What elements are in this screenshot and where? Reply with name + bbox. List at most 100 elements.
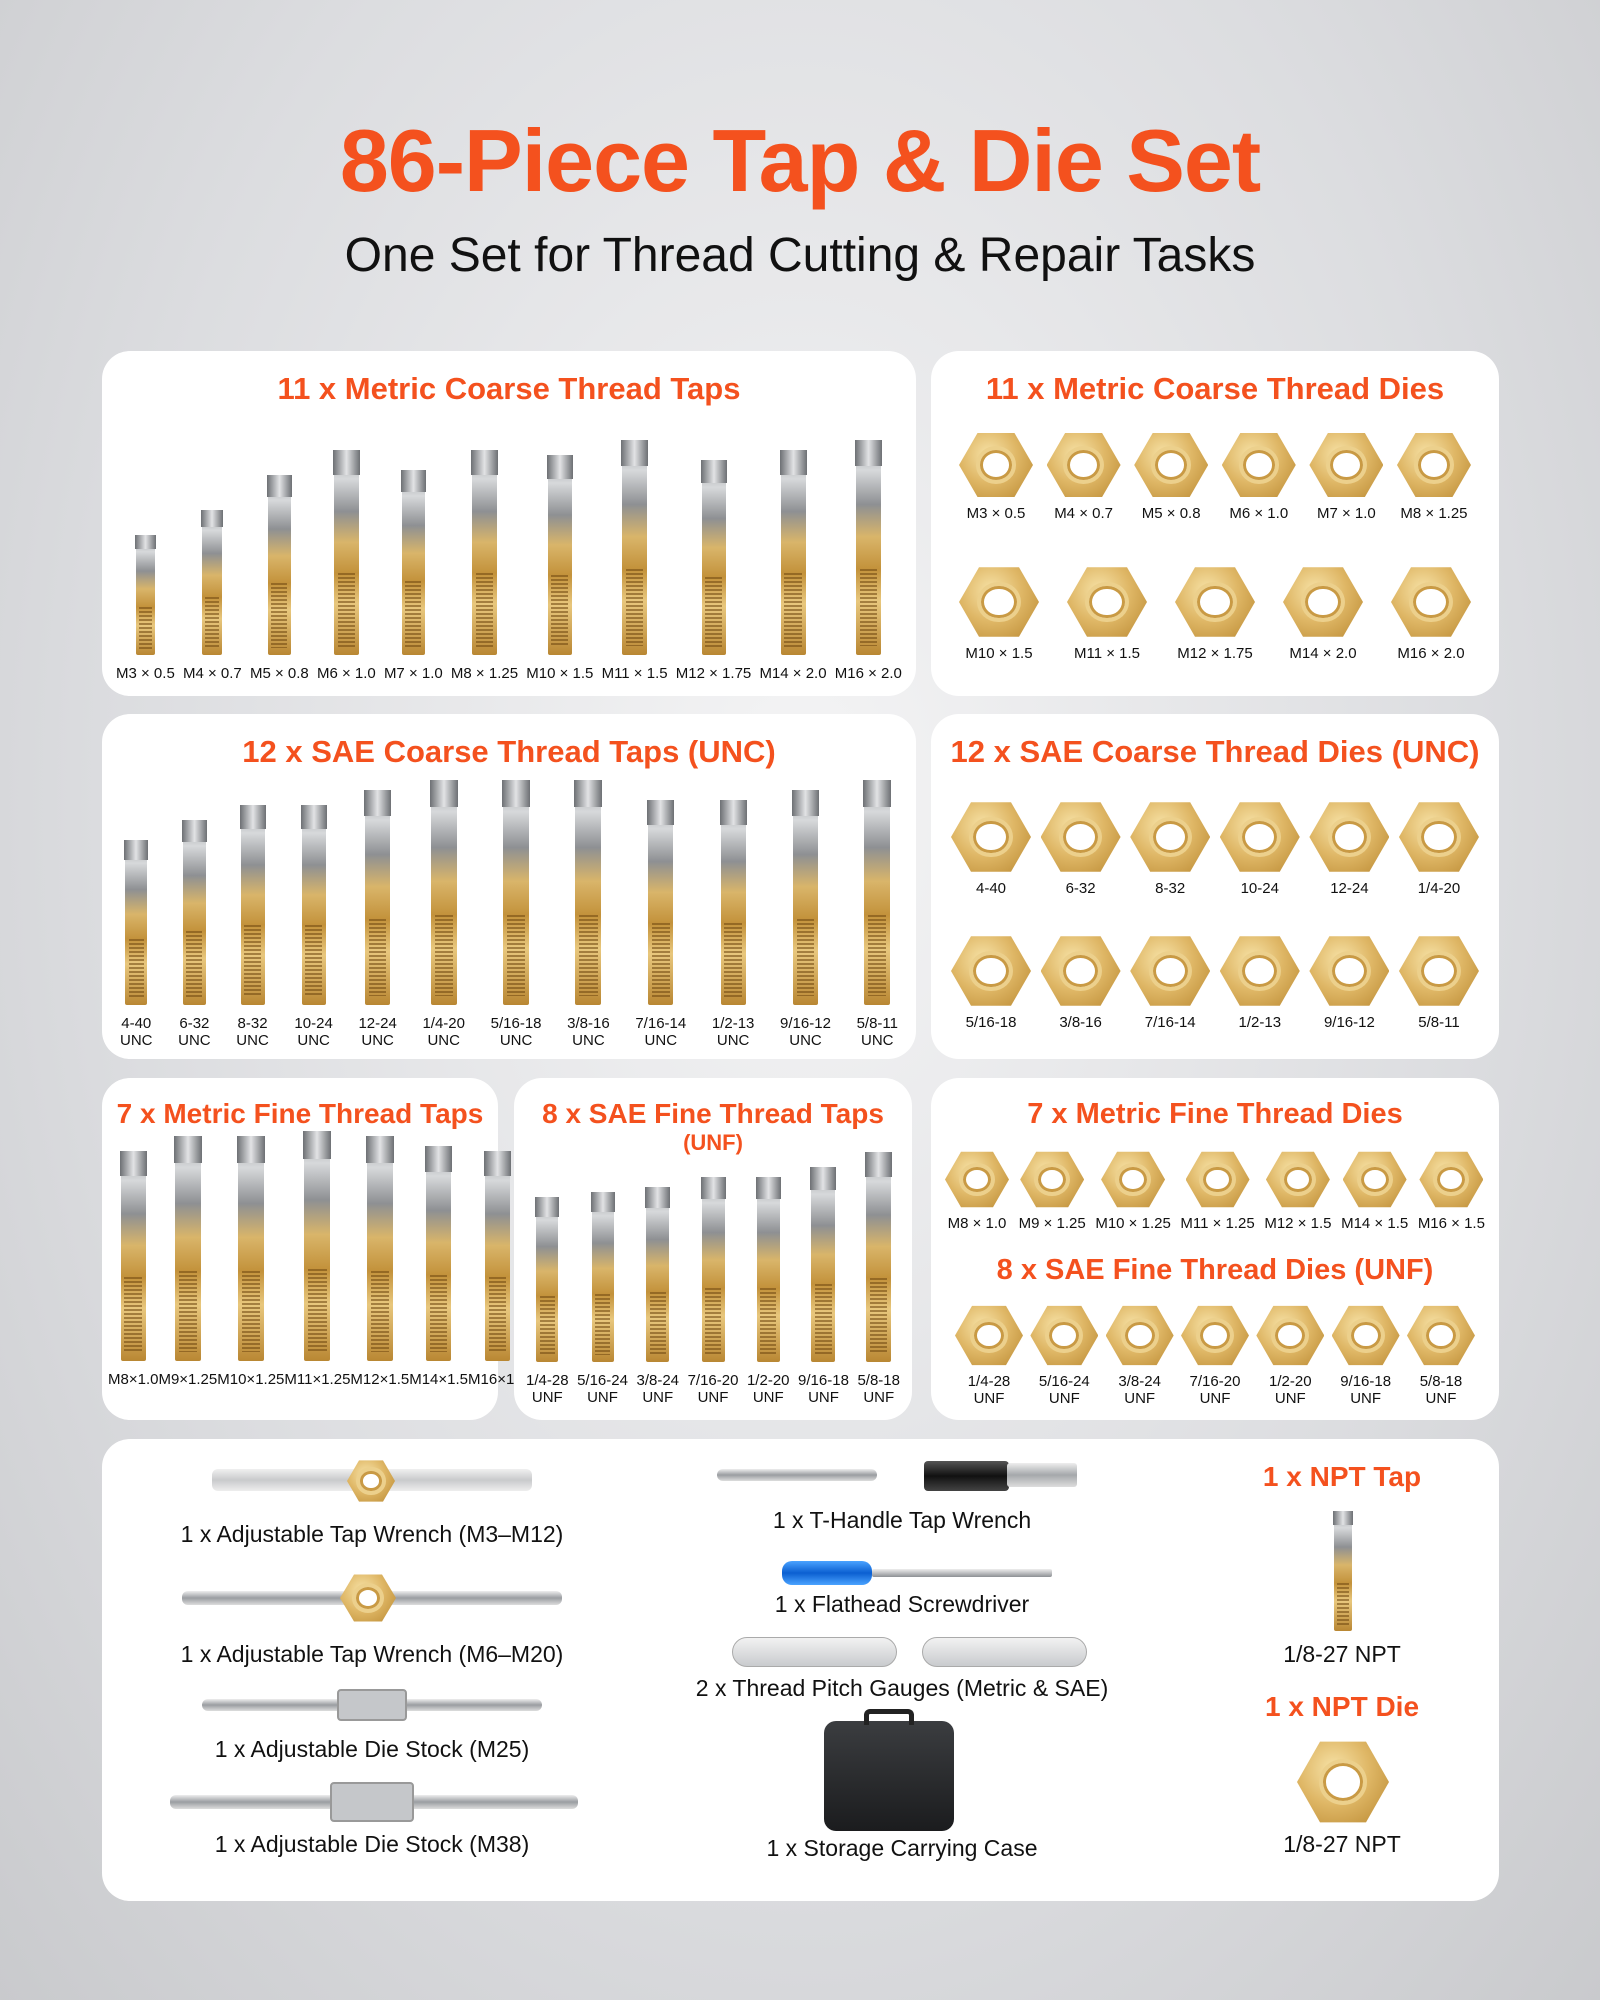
tap-label: 4-40 UNC (120, 1015, 153, 1049)
tap-item: M10 × 1.5 (526, 455, 593, 682)
die-unit: UNF (1048, 1390, 1080, 1407)
die-icon (347, 1460, 395, 1502)
tap-size: M14×1.5 (409, 1371, 469, 1388)
die-label: 1/4-20 (1418, 880, 1461, 897)
die-item: M11 × 1.25 (1180, 1150, 1255, 1232)
die-hole (1360, 1166, 1389, 1193)
die-image (1105, 1305, 1174, 1366)
tap-unit: UNC (499, 1032, 533, 1049)
die-label: M16 × 1.5 (1418, 1215, 1485, 1232)
die-item: M11 × 1.5 (1067, 565, 1147, 662)
t-handle-rod (717, 1469, 877, 1481)
die-label: 5/16-18 (966, 1014, 1017, 1031)
tap-image (621, 440, 649, 655)
die-image (1398, 936, 1479, 1006)
metric-coarse-taps-panel: 11 x Metric Coarse Thread Taps M3 × 0.5 M… (102, 351, 916, 696)
die-item: M7 × 1.0 (1309, 431, 1384, 522)
section-title: 8 x SAE Fine Thread Dies (UNF) (996, 1254, 1434, 1286)
tap-image (546, 455, 573, 655)
tap-image (400, 470, 426, 655)
die-item: 5/8-11 (1398, 934, 1479, 1031)
die-item: 5/8-18 UNF (1406, 1304, 1475, 1407)
tap-label: M11 × 1.5 (602, 665, 668, 682)
tap-size: 5/8-11 (856, 1015, 898, 1032)
die-image (1309, 802, 1390, 872)
die-size: 10-24 (1240, 880, 1279, 897)
npt-die-size: 1/8-27 NPT (1283, 1831, 1401, 1857)
die-size: M12 × 1.75 (1177, 645, 1253, 662)
tap-item: M11 × 1.5 (602, 440, 668, 682)
die-image (1180, 1305, 1249, 1366)
tap-wrench-small-label: 1 x Adjustable Tap Wrench (M3–M12) (180, 1521, 564, 1547)
die-item: M16 × 1.5 (1418, 1150, 1485, 1232)
die-image (1185, 1151, 1250, 1208)
die-image (955, 1305, 1023, 1366)
die-size: 3/8-16 (1059, 1014, 1102, 1031)
die-item: 9/16-18 UNF (1331, 1304, 1400, 1407)
die-image (1134, 433, 1209, 497)
carrying-case-label: 1 x Storage Carrying Case (766, 1835, 1038, 1861)
die-hole (1089, 585, 1125, 619)
die-image (1130, 802, 1211, 872)
die-label: M14 × 1.5 (1341, 1215, 1408, 1232)
die-size: 8-32 (1155, 880, 1186, 897)
tap-image (719, 800, 747, 1005)
die-item: M4 × 0.7 (1046, 431, 1121, 522)
die-size: M6 × 1.0 (1229, 505, 1289, 522)
tap-label: 7/16-14 UNC (635, 1015, 686, 1049)
tap-image (303, 1131, 332, 1361)
tap-item: 3/8-24 UNF (636, 1187, 679, 1406)
die-unit: UNF (1124, 1390, 1156, 1407)
tap-label: M7 × 1.0 (384, 665, 443, 682)
tap-unit: UNC (427, 1032, 460, 1049)
die-hole (1067, 450, 1100, 480)
die-label: 8-32 (1155, 880, 1185, 897)
tap-item: M3 × 0.5 (116, 535, 175, 682)
tap-label: M14×1.5 (409, 1371, 468, 1388)
die-unit: UNF (1350, 1390, 1382, 1407)
screwdriver-shaft (872, 1569, 1052, 1577)
die-label: 7/16-14 (1145, 1014, 1196, 1031)
die-item: M10 × 1.25 (1095, 1150, 1171, 1232)
tap-image (590, 1192, 615, 1362)
die-hole (1421, 820, 1457, 854)
tap-size: M7 × 1.0 (383, 665, 443, 682)
tap-image (700, 460, 727, 655)
tap-label: M8×1.0 (108, 1371, 158, 1388)
die-icon (340, 1574, 396, 1622)
die-hole (1203, 1166, 1232, 1193)
die-label: M8 × 1.0 (948, 1215, 1007, 1232)
npt-die-title: 1 x NPT Die (1264, 1691, 1420, 1722)
tap-unit: UNF (808, 1389, 839, 1406)
die-image (1398, 802, 1479, 872)
die-label: 1/2-20 UNF (1269, 1373, 1312, 1407)
tap-label: 9/16-18 UNF (798, 1372, 849, 1406)
tap-unit: UNC (178, 1032, 211, 1049)
tap-label: 5/16-24 UNF (577, 1372, 628, 1406)
tap-item: M4 × 0.7 (183, 510, 242, 682)
tap-item: 7/16-14 UNC (635, 800, 686, 1049)
tap-image (470, 450, 498, 655)
die-hole (1426, 1321, 1456, 1350)
section-title: 11 x Metric Coarse Thread Taps (277, 371, 741, 406)
fine-dies-panel: 7 x Metric Fine Thread Dies M8 × 1.0 M9 ×… (931, 1078, 1499, 1420)
die-size: M12 × 1.5 (1264, 1215, 1332, 1232)
die-image (1396, 433, 1471, 497)
tap-unit: UNC (361, 1032, 394, 1049)
die-hole (1197, 585, 1233, 619)
page-subtitle: One Set for Thread Cutting & Repair Task… (344, 229, 1256, 282)
die-size: 1/4-20 (1417, 880, 1461, 897)
section-title: 7 x Metric Fine Thread Taps (116, 1098, 484, 1129)
section-title: 7 x Metric Fine Thread Dies (1027, 1098, 1403, 1130)
tap-size: M6 × 1.0 (316, 665, 376, 682)
tap-size: 5/16-18 (490, 1015, 542, 1032)
tap-label: 5/8-18 UNF (857, 1372, 900, 1406)
tap-size: 7/16-14 (635, 1015, 687, 1032)
die-item: M12 × 1.75 (1175, 565, 1255, 662)
die-label: M8 × 1.25 (1400, 505, 1467, 522)
die-image (1265, 1151, 1330, 1208)
tap-unit: UNF (531, 1389, 563, 1406)
die-hole (1062, 820, 1099, 854)
tap-label: M14 × 2.0 (759, 665, 826, 682)
die-label: M9 × 1.25 (1019, 1215, 1086, 1232)
